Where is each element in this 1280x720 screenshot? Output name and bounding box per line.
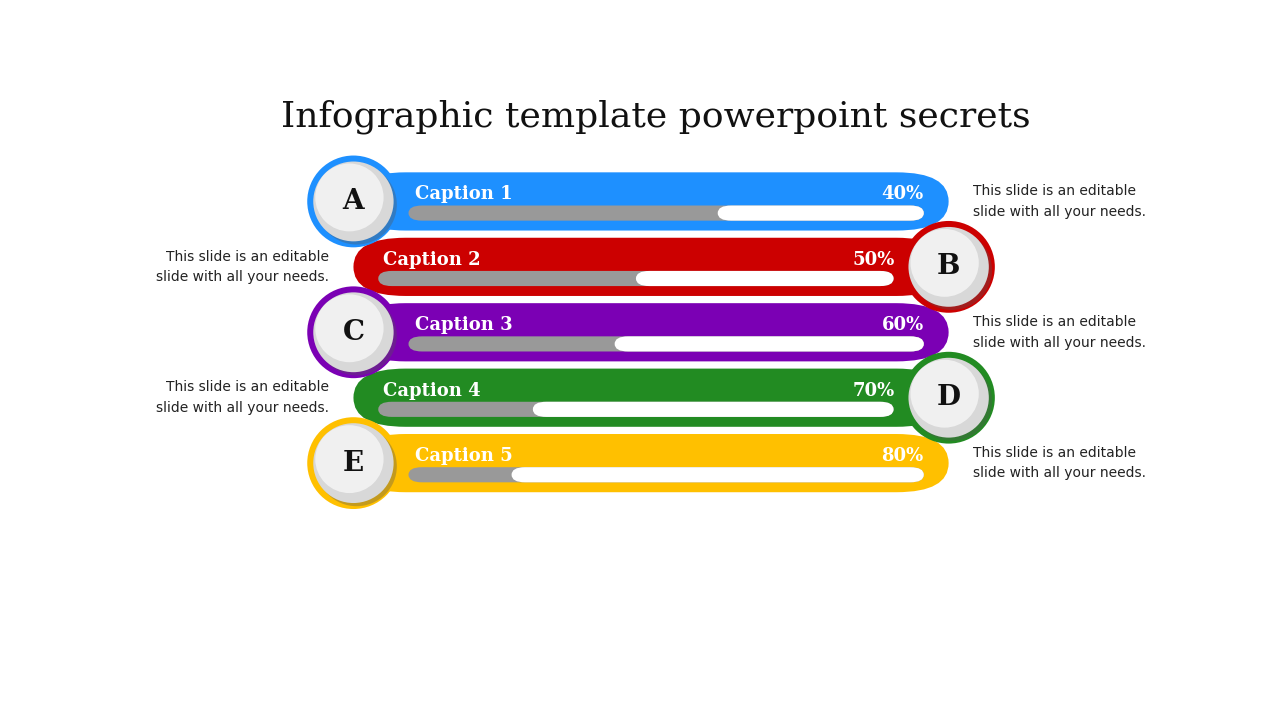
Text: Caption 2: Caption 2 <box>383 251 481 269</box>
Text: A: A <box>343 188 365 215</box>
Ellipse shape <box>316 165 397 245</box>
FancyBboxPatch shape <box>408 336 924 351</box>
FancyBboxPatch shape <box>636 271 893 286</box>
Text: This slide is an editable
slide with all your needs.: This slide is an editable slide with all… <box>156 250 329 284</box>
Ellipse shape <box>307 287 399 378</box>
Ellipse shape <box>902 221 995 312</box>
Ellipse shape <box>910 229 979 297</box>
Text: This slide is an editable
slide with all your needs.: This slide is an editable slide with all… <box>156 380 329 415</box>
Ellipse shape <box>307 156 399 248</box>
FancyBboxPatch shape <box>379 271 893 286</box>
Ellipse shape <box>315 294 384 362</box>
Text: E: E <box>343 449 364 477</box>
FancyBboxPatch shape <box>408 205 924 220</box>
Text: B: B <box>937 253 960 280</box>
FancyBboxPatch shape <box>512 467 924 482</box>
Text: 60%: 60% <box>882 316 924 334</box>
Ellipse shape <box>315 426 384 493</box>
Text: C: C <box>343 319 365 346</box>
Ellipse shape <box>902 352 995 444</box>
FancyBboxPatch shape <box>353 369 948 427</box>
Ellipse shape <box>909 358 989 438</box>
Text: Caption 1: Caption 1 <box>416 186 513 204</box>
FancyBboxPatch shape <box>353 434 948 492</box>
Text: This slide is an editable
slide with all your needs.: This slide is an editable slide with all… <box>974 446 1147 480</box>
FancyBboxPatch shape <box>408 467 924 482</box>
FancyBboxPatch shape <box>614 336 924 351</box>
FancyBboxPatch shape <box>379 402 893 417</box>
Text: Caption 4: Caption 4 <box>383 382 481 400</box>
Ellipse shape <box>314 161 394 241</box>
Ellipse shape <box>316 295 397 375</box>
Text: 50%: 50% <box>852 251 895 269</box>
Ellipse shape <box>307 417 399 509</box>
FancyBboxPatch shape <box>718 205 924 220</box>
Ellipse shape <box>315 163 384 231</box>
FancyBboxPatch shape <box>353 238 948 296</box>
FancyBboxPatch shape <box>353 172 948 230</box>
Text: 80%: 80% <box>882 447 924 465</box>
Ellipse shape <box>314 423 394 503</box>
Ellipse shape <box>316 426 397 506</box>
Text: Caption 3: Caption 3 <box>416 316 513 334</box>
Text: D: D <box>937 384 960 411</box>
FancyBboxPatch shape <box>353 303 948 361</box>
Ellipse shape <box>911 361 992 441</box>
Text: 70%: 70% <box>852 382 895 400</box>
Ellipse shape <box>910 360 979 428</box>
FancyBboxPatch shape <box>532 402 893 417</box>
Ellipse shape <box>909 227 989 307</box>
Text: 40%: 40% <box>882 186 924 204</box>
Ellipse shape <box>314 292 394 372</box>
Text: Caption 5: Caption 5 <box>416 447 513 465</box>
Ellipse shape <box>911 230 992 310</box>
Text: Infographic template powerpoint secrets: Infographic template powerpoint secrets <box>282 99 1030 134</box>
Text: This slide is an editable
slide with all your needs.: This slide is an editable slide with all… <box>974 184 1147 219</box>
Text: This slide is an editable
slide with all your needs.: This slide is an editable slide with all… <box>974 315 1147 350</box>
